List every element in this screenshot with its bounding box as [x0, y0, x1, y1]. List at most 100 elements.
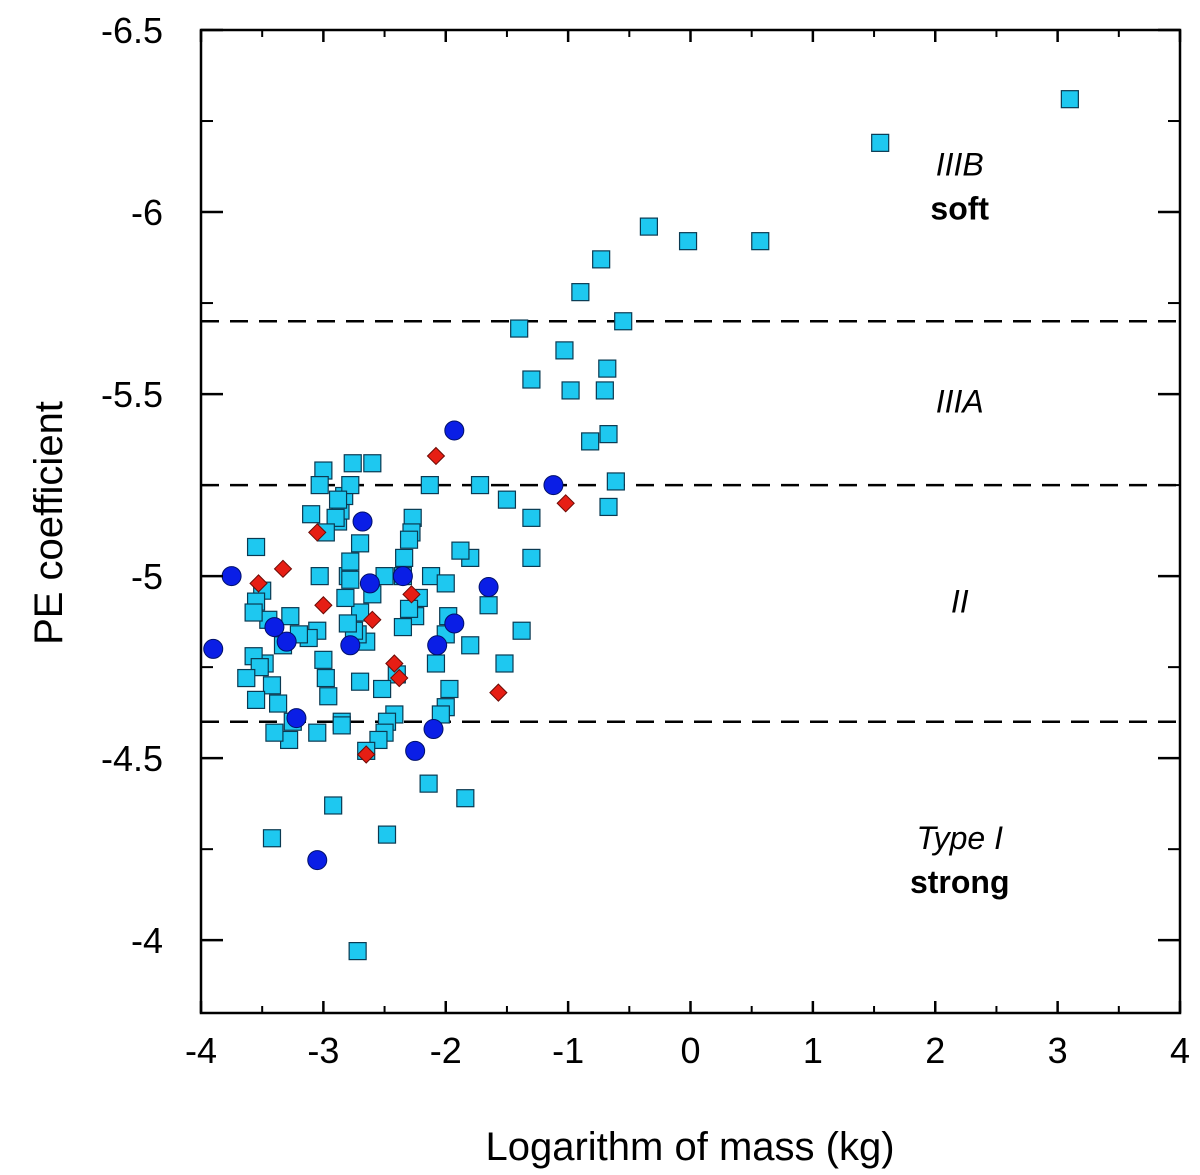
square-point: [606, 472, 625, 491]
y-tick-label: -6.5: [101, 10, 163, 51]
diamond-point: [489, 683, 508, 702]
square-point: [599, 425, 618, 444]
square-point: [1060, 90, 1079, 109]
square-point: [302, 505, 321, 524]
square-point: [319, 687, 338, 706]
square-point: [451, 541, 470, 560]
square-point: [512, 621, 531, 640]
square-point: [399, 530, 419, 549]
circle-point: [203, 638, 224, 659]
square-point: [456, 789, 475, 808]
x-tick-label: 0: [680, 1030, 700, 1071]
square-point: [599, 497, 618, 517]
square-point: [395, 548, 414, 568]
x-tick-label: -4: [185, 1030, 217, 1071]
region-label-2-line-0: II: [951, 584, 969, 620]
square-point: [326, 508, 345, 527]
x-tick-label: 3: [1048, 1030, 1068, 1071]
square-point: [581, 432, 600, 451]
circle-point: [444, 420, 465, 441]
circle-point: [444, 613, 465, 634]
plot-frame: [199, 28, 1182, 1015]
square-point: [348, 942, 367, 961]
diamond-point: [385, 654, 404, 673]
x-axis-title: Logarithm of mass (kg): [485, 1125, 894, 1169]
square-point: [281, 607, 300, 626]
y-tick-label: -4.5: [101, 738, 163, 779]
square-point: [426, 654, 446, 673]
square-point: [341, 475, 360, 495]
square-point: [571, 283, 590, 302]
square-point: [522, 370, 541, 389]
square-point: [343, 454, 362, 473]
circle-point: [359, 573, 380, 594]
square-point: [399, 599, 419, 618]
square-point: [555, 341, 574, 360]
x-tick-label: -2: [430, 1030, 462, 1071]
square-point: [598, 359, 617, 378]
square-point: [363, 454, 382, 473]
diamond-point: [249, 574, 268, 593]
y-tick-label: -6: [131, 192, 163, 233]
region-label-3-line-1: strong: [910, 864, 1010, 900]
square-point: [436, 574, 455, 593]
square-point: [595, 381, 614, 400]
square-point: [373, 679, 392, 699]
square-point: [246, 537, 266, 557]
circle-point: [221, 566, 242, 587]
square-point: [265, 723, 284, 742]
region-label-0-line-1: soft: [930, 191, 989, 227]
square-point: [377, 825, 397, 844]
circle-point: [352, 511, 373, 532]
circle-point: [543, 475, 564, 496]
square-point: [262, 829, 282, 848]
square-point: [495, 654, 514, 673]
circle-point: [264, 617, 285, 638]
region-label-1-line-0: IIIA: [936, 383, 984, 419]
x-tick-label: -1: [552, 1030, 584, 1071]
threshold-lines: [201, 320, 1180, 723]
square-point: [470, 475, 490, 495]
square-point: [244, 603, 263, 622]
square-point: [522, 508, 541, 527]
y-axis-title: PE coefficient: [27, 401, 71, 645]
diamond-point: [314, 596, 333, 615]
square-point: [420, 475, 439, 495]
square-point: [522, 548, 541, 568]
square-point: [678, 232, 698, 251]
diamond-point: [390, 668, 409, 688]
diamond-point: [363, 610, 382, 630]
series-diamonds: [249, 446, 575, 764]
x-tick-label: 4: [1170, 1030, 1190, 1071]
series-circles: [203, 420, 564, 871]
y-tick-label: -4: [131, 920, 163, 961]
square-point: [237, 668, 256, 688]
region-label-0-line-0: IIIB: [936, 147, 984, 183]
circle-point: [405, 740, 426, 761]
y-tick-label: -5.5: [101, 374, 163, 415]
axis-ticks: -4 -3 -2 -1 0 1 2 3 4 -6.5 -6 -5.5 -5 -4.5 -4: [101, 10, 1190, 1071]
circle-point: [427, 635, 448, 656]
square-point: [308, 723, 327, 742]
square-point: [871, 133, 890, 152]
circle-point: [286, 708, 307, 729]
square-point: [262, 676, 282, 695]
circle-point: [478, 577, 499, 598]
y-tick-label: -5: [131, 556, 163, 597]
x-tick-label: 2: [925, 1030, 945, 1071]
square-point: [250, 658, 269, 677]
circle-point: [392, 566, 413, 587]
diamond-point: [273, 559, 293, 579]
square-point: [324, 796, 343, 815]
square-point: [592, 250, 611, 269]
square-point: [268, 694, 288, 713]
region-label-3-line-0: Type I: [916, 820, 1003, 856]
square-point: [751, 232, 770, 251]
square-point: [341, 552, 360, 571]
square-point: [350, 672, 370, 691]
square-point: [316, 668, 335, 688]
circle-point: [307, 850, 328, 871]
square-point: [440, 679, 459, 699]
square-point: [310, 475, 329, 495]
